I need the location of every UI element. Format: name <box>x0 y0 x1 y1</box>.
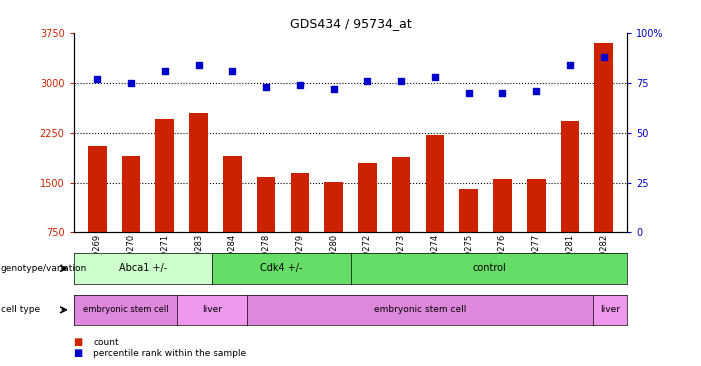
Text: count: count <box>93 338 119 347</box>
Bar <box>88 146 107 282</box>
Point <box>125 80 137 86</box>
Bar <box>290 173 309 282</box>
Bar <box>189 113 207 282</box>
Bar <box>459 188 478 282</box>
Text: Cdk4 +/-: Cdk4 +/- <box>260 264 303 273</box>
Point <box>429 74 440 80</box>
Text: cell type: cell type <box>1 305 40 314</box>
Text: genotype/variation: genotype/variation <box>1 264 87 273</box>
Text: embryonic stem cell: embryonic stem cell <box>374 305 466 314</box>
Point <box>463 90 475 96</box>
Text: ■: ■ <box>74 337 83 347</box>
Point <box>395 78 407 84</box>
Text: ■: ■ <box>74 348 83 358</box>
Text: liver: liver <box>600 305 620 314</box>
Point <box>193 62 204 68</box>
Text: control: control <box>472 264 506 273</box>
Bar <box>594 43 613 282</box>
Bar <box>358 163 376 282</box>
Text: percentile rank within the sample: percentile rank within the sample <box>93 349 246 358</box>
Point <box>92 76 103 82</box>
Bar <box>426 135 444 282</box>
Point <box>328 86 339 92</box>
Point <box>497 90 508 96</box>
Bar <box>325 182 343 282</box>
Bar <box>223 156 242 282</box>
Point <box>226 68 238 74</box>
Bar <box>527 179 545 282</box>
Point <box>531 88 542 94</box>
Point <box>362 78 373 84</box>
Text: embryonic stem cell: embryonic stem cell <box>83 305 168 314</box>
Point <box>598 54 609 60</box>
Text: Abca1 +/-: Abca1 +/- <box>118 264 167 273</box>
Bar <box>156 119 174 282</box>
Bar <box>561 121 579 282</box>
Bar <box>122 156 140 282</box>
Point <box>261 84 272 90</box>
Bar <box>494 179 512 282</box>
Bar <box>257 177 275 282</box>
Point <box>294 82 306 88</box>
Point <box>564 62 576 68</box>
Bar <box>392 157 411 282</box>
Text: liver: liver <box>202 305 222 314</box>
Point <box>159 68 170 74</box>
Title: GDS434 / 95734_at: GDS434 / 95734_at <box>290 17 411 30</box>
